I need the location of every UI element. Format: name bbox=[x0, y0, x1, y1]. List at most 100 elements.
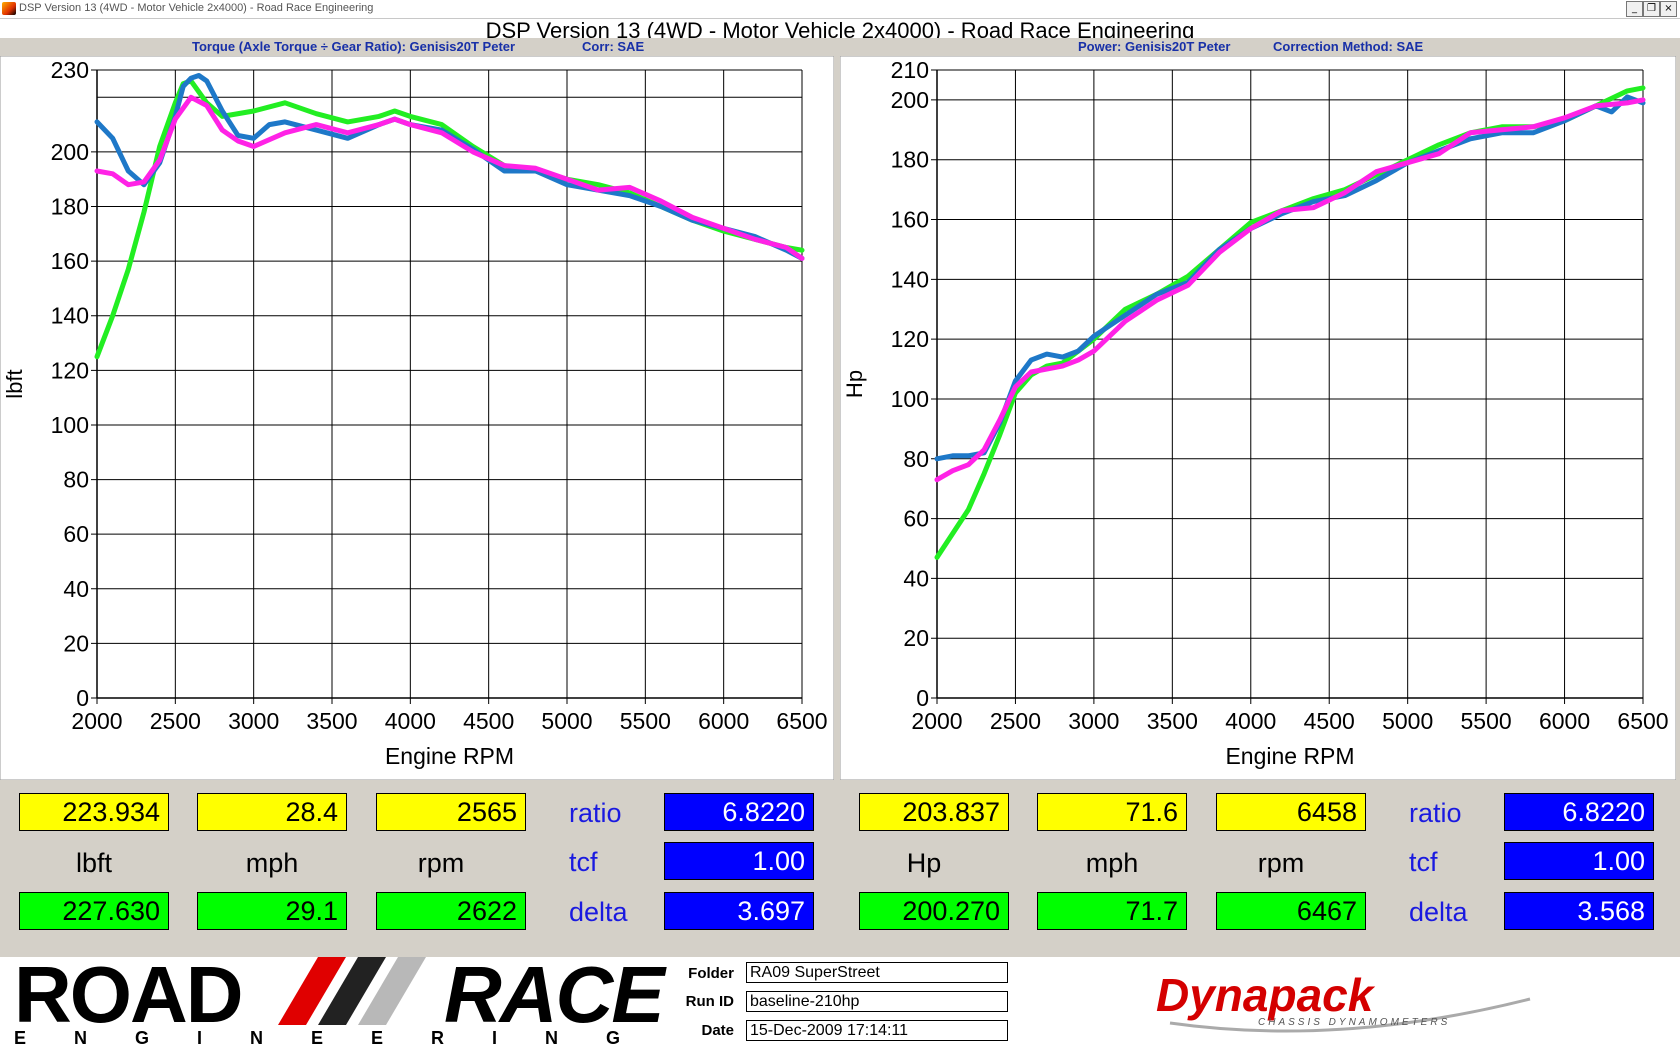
rpm-peak-value: 6467 bbox=[1216, 892, 1366, 930]
x-tick-label: 2000 bbox=[71, 708, 122, 734]
y-tick-label: 120 bbox=[51, 357, 89, 383]
x-tick-label: 6000 bbox=[698, 708, 749, 734]
y-tick-label: 40 bbox=[63, 576, 89, 602]
logo-road-text: ROAD bbox=[14, 950, 244, 1039]
y-tick-label: 160 bbox=[891, 207, 929, 233]
y-tick-label: 20 bbox=[63, 630, 89, 656]
torque-chart: 2000 2500 3000 3500 4000 4500 5000 5500 6000 6500… bbox=[0, 56, 834, 780]
rpm-cursor-value: 2565 bbox=[376, 793, 526, 831]
power-peak-value: 200.270 bbox=[859, 892, 1009, 930]
dynapack-logo: Dynapack CHASSIS DYNAMOMETERS bbox=[1156, 969, 1531, 1033]
speed-peak-value: 71.7 bbox=[1037, 892, 1187, 930]
x-tick-label: 6500 bbox=[776, 708, 827, 734]
y-tick-label: 0 bbox=[916, 685, 929, 711]
minimize-button[interactable]: _ bbox=[1626, 1, 1643, 17]
rpm-peak-value: 2622 bbox=[376, 892, 526, 930]
x-tick-label: 3500 bbox=[1147, 708, 1198, 734]
dynapack-subtitle: CHASSIS DYNAMOMETERS bbox=[1258, 1017, 1450, 1028]
x-tick-label: 3000 bbox=[1068, 708, 1119, 734]
y-tick-label: 210 bbox=[891, 57, 929, 83]
delta-value: 3.697 bbox=[664, 892, 814, 930]
power-chart-title: Power: Genisis20T Peter bbox=[1078, 39, 1231, 54]
ratio-value: 6.8220 bbox=[1504, 793, 1654, 831]
speed-cursor-value: 28.4 bbox=[197, 793, 347, 831]
series-line-magenta bbox=[94, 94, 805, 261]
rpm-cursor-value: 6458 bbox=[1216, 793, 1366, 831]
x-tick-label: 5500 bbox=[1461, 708, 1512, 734]
logo-race-text: RACE bbox=[444, 950, 665, 1039]
speed-cursor-value: 71.6 bbox=[1037, 793, 1187, 831]
run-id-field: baseline-210hp bbox=[746, 991, 1008, 1012]
y-tick-label: 60 bbox=[903, 506, 929, 532]
torque-correction: Corr: SAE bbox=[582, 39, 645, 54]
torque-chart-title: Torque (Axle Torque ÷ Gear Ratio): Genis… bbox=[192, 39, 516, 54]
run-id-label: Run ID bbox=[685, 993, 734, 1010]
folder-label: Folder bbox=[688, 965, 734, 982]
y-tick-label: 100 bbox=[51, 412, 89, 438]
y-tick-label: 0 bbox=[76, 685, 89, 711]
ratio-label: ratio bbox=[569, 798, 622, 828]
x-tick-label: 5500 bbox=[620, 708, 671, 734]
power-correction: Correction Method: SAE bbox=[1273, 39, 1424, 54]
restore-button[interactable]: ❐ bbox=[1643, 1, 1660, 17]
y-tick-label: 80 bbox=[63, 467, 89, 493]
y-tick-label: 200 bbox=[51, 139, 89, 165]
speed-unit-label: mph bbox=[1085, 848, 1139, 878]
torque-unit-label: lbft bbox=[75, 848, 113, 878]
y-tick-label: 140 bbox=[891, 266, 929, 292]
series-line-magenta bbox=[934, 97, 1646, 483]
torque-cursor-value: 223.934 bbox=[19, 793, 169, 831]
series-line-blue bbox=[94, 73, 805, 261]
x-tick-label: 3500 bbox=[306, 708, 357, 734]
plot-background bbox=[0, 56, 834, 780]
x-tick-label: 3000 bbox=[228, 708, 279, 734]
x-tick-label: 4500 bbox=[463, 708, 514, 734]
y-tick-label: 180 bbox=[51, 194, 89, 220]
x-tick-label: 6000 bbox=[1539, 708, 1590, 734]
y-tick-label: 180 bbox=[891, 147, 929, 173]
window-titlebar: DSP Version 13 (4WD - Motor Vehicle 2x40… bbox=[0, 0, 1680, 19]
x-tick-label: 2000 bbox=[911, 708, 962, 734]
x-tick-label: 5000 bbox=[1382, 708, 1433, 734]
x-tick-label: 2500 bbox=[150, 708, 201, 734]
dynapack-brand: Dynapack bbox=[1156, 969, 1376, 1021]
y-tick-label: 120 bbox=[891, 326, 929, 352]
y-tick-label: 100 bbox=[891, 386, 929, 412]
window-title: DSP Version 13 (4WD - Motor Vehicle 2x40… bbox=[19, 2, 374, 14]
y-tick-label: 20 bbox=[903, 625, 929, 651]
logo-stripes bbox=[278, 957, 426, 1025]
x-tick-label: 2500 bbox=[990, 708, 1041, 734]
logo-engineering-text: ENGINEERING bbox=[14, 1028, 669, 1048]
x-tick-label: 5000 bbox=[541, 708, 592, 734]
app-icon bbox=[2, 2, 16, 15]
tcf-value: 1.00 bbox=[664, 842, 814, 880]
x-tick-label: 4500 bbox=[1304, 708, 1355, 734]
delta-label: delta bbox=[1409, 897, 1468, 927]
x-tick-label: 4000 bbox=[1225, 708, 1276, 734]
delta-label: delta bbox=[569, 897, 628, 927]
x-axis-label: Engine RPM bbox=[385, 743, 514, 769]
x-tick-label: 6500 bbox=[1617, 708, 1668, 734]
delta-value: 3.568 bbox=[1504, 892, 1654, 930]
close-button[interactable]: × bbox=[1660, 1, 1677, 17]
y-tick-label: 80 bbox=[903, 446, 929, 472]
y-tick-label: 230 bbox=[51, 57, 89, 83]
x-tick-label: 4000 bbox=[385, 708, 436, 734]
y-tick-label: 140 bbox=[51, 303, 89, 329]
y-tick-label: 160 bbox=[51, 248, 89, 274]
tcf-label: tcf bbox=[1409, 847, 1438, 877]
rpm-unit-label: rpm bbox=[1257, 848, 1305, 878]
y-axis-label: Hp bbox=[842, 370, 867, 398]
torque-peak-value: 227.630 bbox=[19, 892, 169, 930]
y-tick-label: 60 bbox=[63, 521, 89, 547]
tcf-value: 1.00 bbox=[1504, 842, 1654, 880]
power-chart: 2000 2500 3000 3500 4000 4500 5000 5500 6000 6500… bbox=[840, 56, 1676, 780]
folder-field: RA09 SuperStreet bbox=[746, 962, 1008, 983]
tcf-label: tcf bbox=[569, 847, 598, 877]
y-tick-label: 200 bbox=[891, 87, 929, 113]
y-tick-label: 40 bbox=[903, 565, 929, 591]
speed-peak-value: 29.1 bbox=[197, 892, 347, 930]
ratio-value: 6.8220 bbox=[664, 793, 814, 831]
date-field: 15-Dec-2009 17:14:11 bbox=[746, 1020, 1008, 1041]
power-cursor-value: 203.837 bbox=[859, 793, 1009, 831]
